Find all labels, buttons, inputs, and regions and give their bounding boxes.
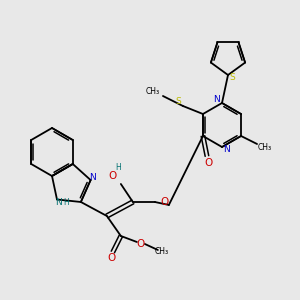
Text: S: S bbox=[175, 97, 181, 106]
Text: O: O bbox=[161, 197, 169, 207]
Text: CH₃: CH₃ bbox=[258, 143, 272, 152]
Text: O: O bbox=[205, 158, 213, 168]
Text: N: N bbox=[89, 172, 96, 182]
Text: S: S bbox=[229, 73, 235, 82]
Text: N: N bbox=[214, 94, 220, 103]
Text: O: O bbox=[137, 239, 145, 249]
Text: CH₃: CH₃ bbox=[146, 86, 160, 95]
Text: H: H bbox=[115, 164, 121, 172]
Text: H: H bbox=[63, 198, 69, 207]
Text: O: O bbox=[109, 171, 117, 181]
Text: N: N bbox=[224, 145, 230, 154]
Text: CH₃: CH₃ bbox=[155, 248, 169, 256]
Text: N: N bbox=[56, 198, 62, 207]
Text: O: O bbox=[108, 253, 116, 263]
